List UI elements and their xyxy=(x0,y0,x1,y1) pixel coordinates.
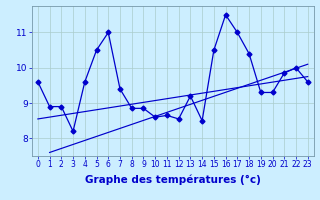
X-axis label: Graphe des températures (°c): Graphe des températures (°c) xyxy=(85,175,261,185)
